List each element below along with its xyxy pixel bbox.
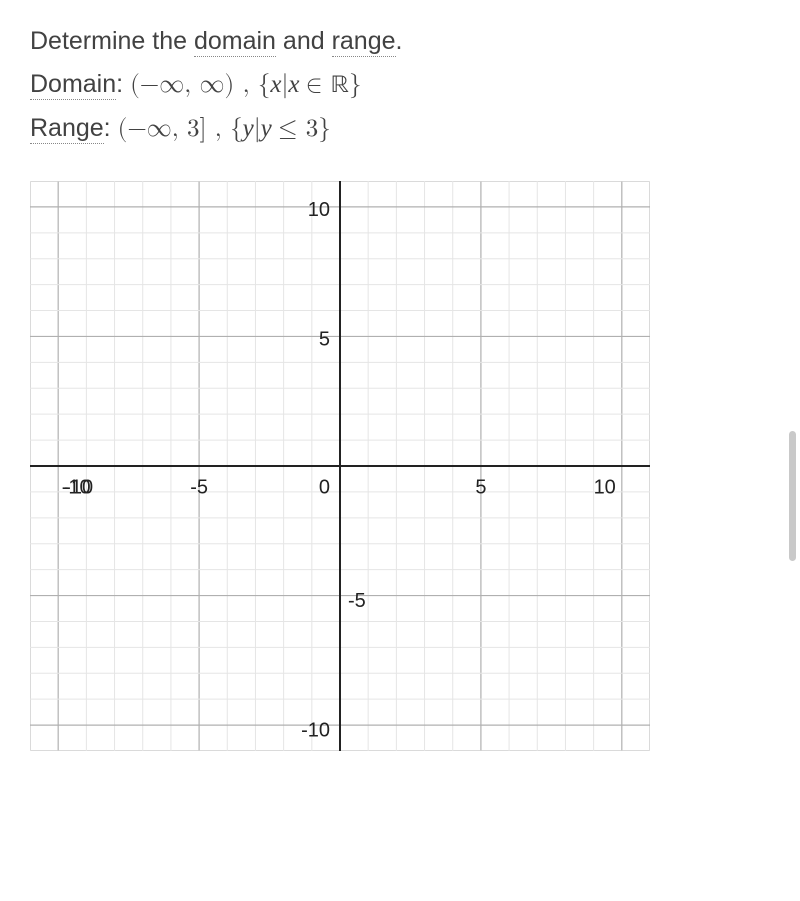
- r-setclose: }: [318, 116, 331, 141]
- d-open: (: [130, 72, 140, 97]
- range-math: (−∞, 3] , {y∣y ≤ 3}: [118, 116, 331, 141]
- d-setclose: }: [349, 72, 362, 97]
- d-comma1: ,: [184, 72, 199, 97]
- prompt-underline-domain: domain: [194, 27, 276, 57]
- range-label: Range: [30, 114, 104, 144]
- scrollbar-thumb[interactable]: [789, 431, 796, 561]
- r-comma2: ,: [207, 116, 231, 141]
- svg-text:10: 10: [308, 199, 330, 221]
- d-setopen: {: [258, 72, 271, 97]
- d-neginf: −∞: [140, 72, 184, 97]
- svg-text:0: 0: [319, 476, 330, 498]
- r-setopen: {: [230, 116, 243, 141]
- prompt-line: Determine the domain and range.: [30, 20, 770, 63]
- r-neginf: −∞: [127, 116, 171, 141]
- d-in: ∈: [306, 72, 331, 97]
- domain-sep: :: [116, 70, 130, 98]
- prompt-text-e: .: [396, 27, 403, 55]
- svg-text:-5: -5: [348, 589, 366, 611]
- r-close: ]: [200, 116, 207, 141]
- parabola-chart: -10-50510-10105-5-10: [30, 181, 650, 751]
- svg-text:-5: -5: [190, 476, 208, 498]
- r-var2: y: [261, 115, 278, 142]
- r-end: 3: [187, 116, 200, 141]
- d-comma2: ,: [234, 72, 258, 97]
- domain-label: Domain: [30, 70, 116, 100]
- range-sep: :: [104, 114, 118, 142]
- r-open: (: [118, 116, 128, 141]
- r-le: ≤: [278, 116, 306, 141]
- svg-text:-10: -10: [301, 719, 330, 741]
- svg-text:5: 5: [475, 476, 486, 498]
- domain-math: (−∞, ∞) , {x∣x ∈ ℝ}: [130, 72, 361, 97]
- domain-line: Domain: (−∞, ∞) , {x∣x ∈ ℝ}: [30, 63, 770, 108]
- problem-text: Determine the domain and range. Domain: …: [30, 20, 770, 151]
- prompt-text-c: and: [276, 27, 332, 55]
- prompt-text-a: Determine the: [30, 27, 194, 55]
- d-var: x: [270, 71, 281, 98]
- r-bar: ∣: [254, 116, 261, 141]
- r-var: y: [243, 115, 254, 142]
- svg-text:5: 5: [319, 328, 330, 350]
- chart-container: -10-50510-10105-5-10: [30, 181, 770, 751]
- svg-text:-10: -10: [62, 476, 91, 498]
- svg-text:10: 10: [594, 476, 616, 498]
- d-var2: x: [288, 71, 305, 98]
- d-inf: ∞: [200, 72, 225, 97]
- range-line: Range: (−∞, 3] , {y∣y ≤ 3}: [30, 107, 770, 151]
- d-close: ): [225, 72, 235, 97]
- r-val: 3: [306, 116, 319, 141]
- r-comma1: ,: [172, 116, 187, 141]
- d-R: ℝ: [331, 73, 349, 98]
- prompt-underline-range: range: [332, 27, 396, 57]
